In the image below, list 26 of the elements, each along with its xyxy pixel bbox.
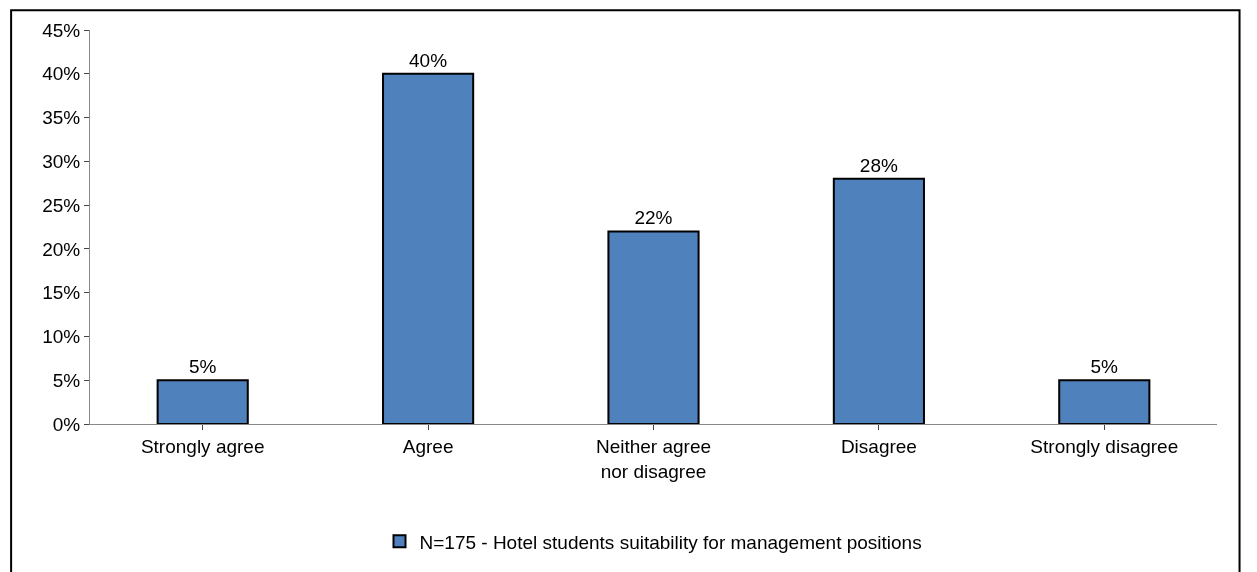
data-label: 5% (188, 356, 217, 378)
y-tick-label: 10% (42, 326, 81, 348)
y-tick-label: 40% (42, 63, 81, 85)
data-label: 5% (1090, 356, 1119, 378)
bar (832, 177, 925, 424)
y-tick-label: 30% (42, 150, 81, 172)
y-tick-label: 35% (42, 107, 81, 129)
bar (382, 72, 475, 424)
bar (1058, 379, 1151, 424)
y-tick-label: 15% (42, 282, 81, 304)
y-tick-label: 25% (42, 194, 81, 216)
x-tick-label: Strongly agree (140, 435, 265, 457)
y-tick-label: 0% (52, 413, 81, 435)
data-label: 40% (409, 49, 448, 71)
bar (156, 379, 249, 424)
x-tick-label: Agree (402, 435, 454, 457)
y-tick-label: 45% (42, 19, 81, 41)
x-tick-label: Disagree (840, 435, 917, 457)
legend-label: N=175 - Hotel students suitability for management positions (419, 531, 922, 553)
x-tick-label: Strongly disagree (1030, 435, 1179, 457)
bar (607, 230, 700, 424)
y-tick-label: 5% (52, 369, 81, 391)
y-tick-label: 20% (42, 238, 81, 260)
data-label: 22% (634, 207, 673, 229)
data-label: 28% (859, 154, 898, 176)
x-tick-label: Neither agree nor disagree (595, 435, 712, 482)
